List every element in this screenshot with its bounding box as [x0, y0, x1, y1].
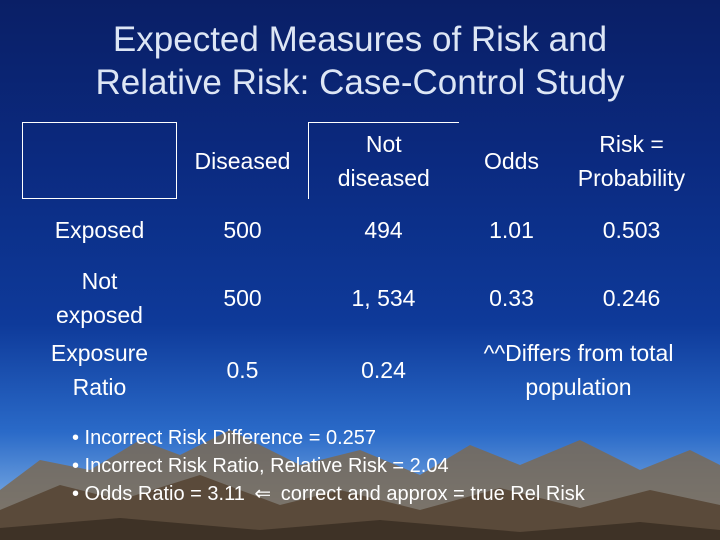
row-label: Exposed — [54, 216, 145, 243]
title-line-1: Expected Measures of Risk and — [112, 20, 608, 59]
note-risk-difference: • Incorrect Risk Difference = 0.257 — [72, 427, 376, 449]
cell-note: ^^Differs from total population — [483, 339, 674, 400]
title-line-2: Relative Risk: Case-Control Study — [95, 63, 625, 102]
header-row: Diseased Not diseased Odds Risk = Probab… — [22, 122, 699, 199]
cell-odds: 1.01 — [489, 216, 534, 243]
cell-risk: 0.246 — [602, 284, 661, 311]
header-risk: Risk = Probability — [577, 130, 686, 191]
header-not-diseased: Not diseased — [308, 122, 459, 199]
cell-not-diseased: 1, 534 — [351, 284, 416, 311]
cell-risk: 0.503 — [602, 216, 661, 243]
left-arrow-icon: ⇐ — [254, 483, 272, 505]
risk-table: Diseased Not diseased Odds Risk = Probab… — [22, 122, 699, 405]
cell-diseased: 500 — [223, 284, 262, 311]
cell-odds: 0.33 — [489, 284, 534, 311]
cell-diseased: 0.5 — [226, 356, 259, 383]
note-risk-ratio: • Incorrect Risk Ratio, Relative Risk = … — [72, 455, 449, 477]
cell-not-diseased: 0.24 — [361, 356, 406, 383]
header-odds: Odds — [484, 147, 539, 174]
mountain-background — [0, 430, 720, 540]
row-label: Exposure Ratio — [50, 339, 149, 400]
slide-title: Expected Measures of Risk and Relative R… — [0, 18, 720, 104]
note-odds-ratio: • Odds Ratio = 3.11 ⇐ correct and approx… — [72, 480, 712, 508]
table-row: Not exposed 500 1, 534 0.33 0.246 — [23, 261, 699, 335]
table-row: Exposed 500 494 1.01 0.503 — [23, 199, 699, 261]
row-label: Not exposed — [56, 267, 143, 328]
table-row: Exposure Ratio 0.5 0.24 ^^Differs from t… — [23, 335, 699, 405]
cell-not-diseased: 494 — [364, 216, 403, 243]
cell-diseased: 500 — [223, 216, 262, 243]
notes-list: • Incorrect Risk Difference = 0.257 • In… — [72, 424, 712, 508]
header-blank-cell — [22, 122, 177, 199]
header-diseased: Diseased — [194, 147, 291, 174]
